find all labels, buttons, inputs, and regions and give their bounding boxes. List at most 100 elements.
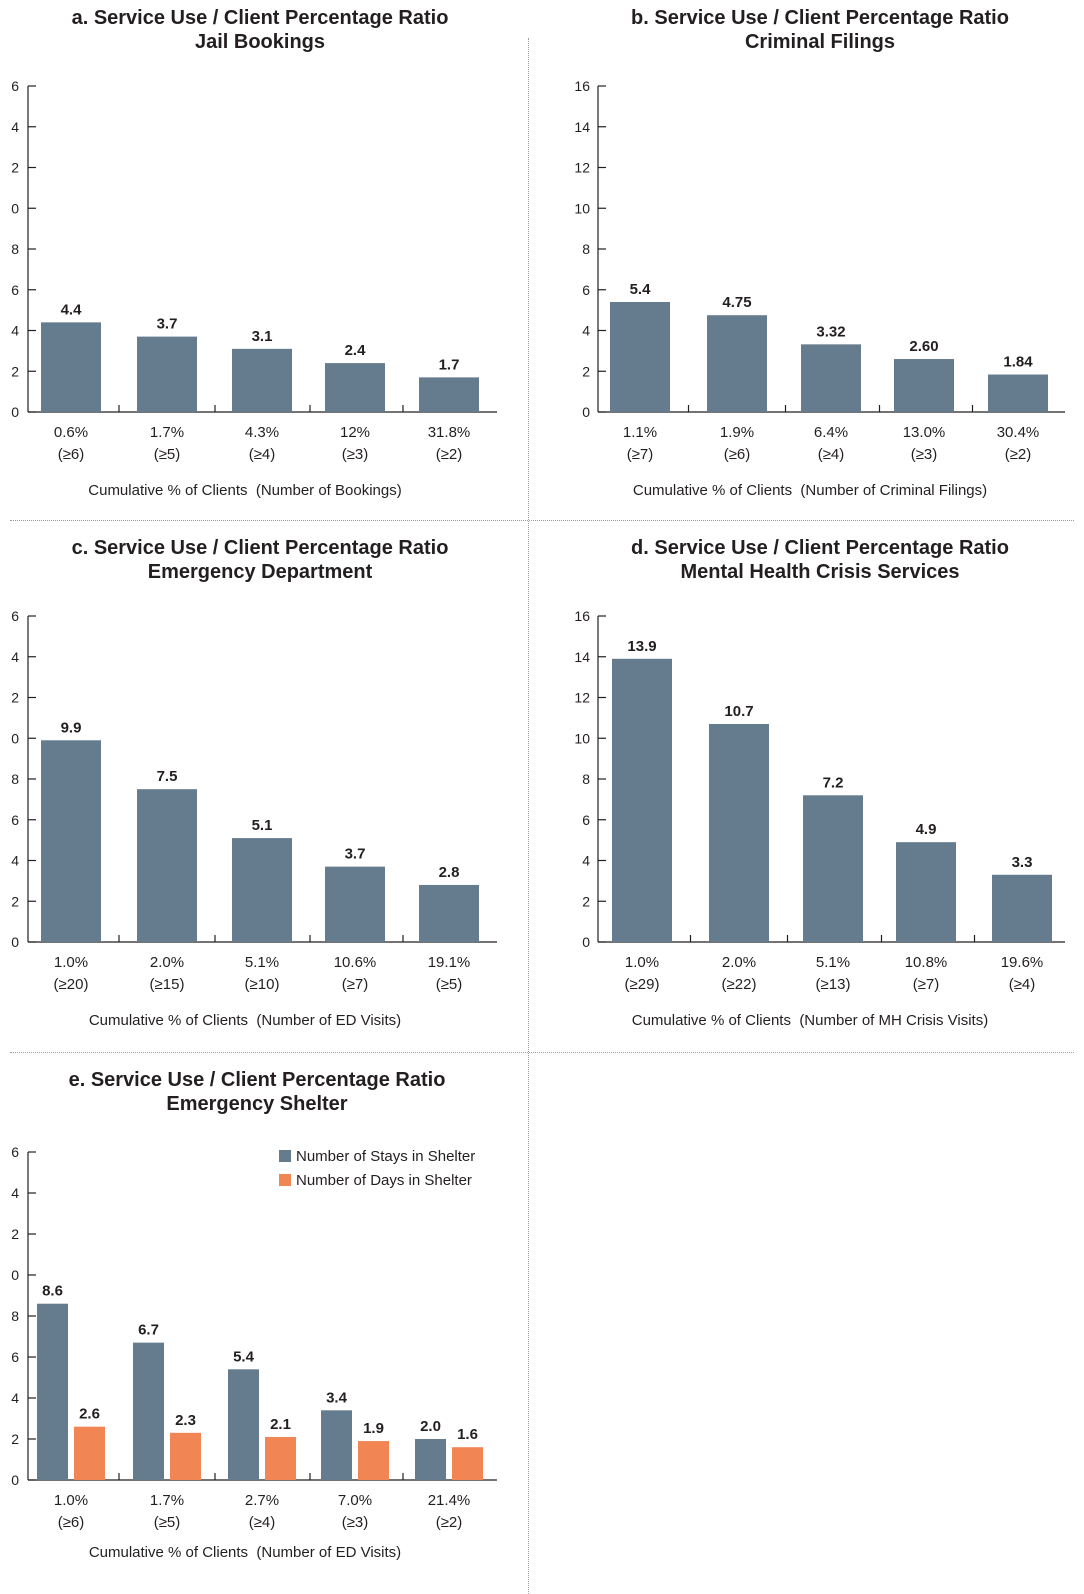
y-tick-label: 0	[11, 404, 19, 420]
x-tick-sublabel: (≥4)	[818, 446, 845, 463]
data-label: 5.4	[233, 1348, 255, 1365]
horizontal-divider-2	[10, 1052, 1074, 1053]
y-tick-label: 6	[582, 812, 590, 828]
y-tick-label: 2	[11, 1431, 19, 1447]
x-axis-title: Cumulative % of Clients (Number of ED Vi…	[88, 1544, 402, 1561]
x-tick-label: 1.1%	[623, 424, 657, 441]
grouped-bar-chart-e: 0 2 4 6 8 0 2 4 6 1.0% (≥6) 1.7% (≥5) 2.7% (≥4) 7.0% (≥3…	[11, 1144, 497, 1531]
x-tick-label: 2.0%	[722, 954, 756, 971]
x-tick-sublabel: (≥4)	[249, 1514, 276, 1531]
bar-1	[41, 322, 101, 412]
y-tick-label: 14	[574, 119, 590, 135]
bar-stays-4	[321, 1410, 352, 1480]
y-tick-label: 0	[11, 1267, 19, 1283]
chart-title-line-1: d. Service Use / Client Percentage Ratio	[631, 537, 1009, 559]
data-label: 3.4	[326, 1389, 348, 1406]
data-label: 2.60	[909, 338, 938, 355]
y-tick-label: 4	[11, 1185, 19, 1201]
bar-1	[612, 658, 672, 942]
data-label: 3.3	[1012, 854, 1033, 871]
x-tick-sublabel: (≥5)	[436, 976, 463, 993]
chart-title-line-1: c. Service Use / Client Percentage Ratio	[71, 537, 449, 559]
y-tick-label: 6	[11, 1144, 19, 1160]
x-tick-label: 30.4%	[997, 424, 1040, 441]
bar-days-4	[358, 1441, 389, 1480]
x-tick-sublabel: (≥10)	[245, 976, 280, 993]
chart-panel-c: c. Service Use / Client Percentage Ratio…	[0, 530, 520, 1055]
y-tick-label: 0	[11, 1472, 19, 1488]
x-axis-title: Cumulative % of Clients (Number of Crimi…	[632, 482, 988, 499]
bar-5	[992, 874, 1052, 942]
bar-chart-b: 0 2 4 6 8 10 12 14 16 1.1% (≥7) 1.9% (≥6) 6.4% (≥4) 13.…	[574, 78, 1065, 463]
legend-label-stays: Number of Stays in Shelter	[296, 1147, 476, 1165]
x-tick-sublabel: (≥15)	[150, 976, 185, 993]
data-label: 8.6	[42, 1283, 63, 1300]
chart-title-line-1: a. Service Use / Client Percentage Ratio	[71, 7, 449, 29]
bar-days-1	[74, 1426, 105, 1480]
bar-2	[707, 315, 767, 412]
x-axis-title: Cumulative % of Clients (Number of ED Vi…	[88, 1012, 402, 1029]
x-tick-sublabel: (≥3)	[911, 446, 938, 463]
data-label: 3.7	[345, 846, 366, 863]
x-tick-sublabel: (≥4)	[249, 446, 276, 463]
y-tick-label: 6	[11, 1349, 19, 1365]
x-tick-label: 5.1%	[245, 954, 279, 971]
x-tick-label: 13.0%	[903, 424, 946, 441]
bar-stays-1	[37, 1303, 68, 1480]
y-tick-label: 4	[582, 853, 590, 869]
chart-title-line-2: Emergency Shelter	[166, 1093, 348, 1115]
data-label: 6.7	[138, 1322, 159, 1339]
bar-stays-2	[133, 1342, 164, 1480]
legend: Number of Stays in Shelter Number of Day…	[279, 1144, 475, 1192]
bar-days-3	[265, 1436, 296, 1480]
data-label: 13.9	[627, 638, 656, 655]
x-tick-label: 1.7%	[150, 1492, 184, 1509]
legend-item-stays: Number of Stays in Shelter	[279, 1144, 475, 1168]
x-tick-sublabel: (≥6)	[58, 1514, 85, 1531]
y-tick-label: 2	[11, 363, 19, 379]
bar-2	[709, 723, 769, 942]
x-tick-label: 7.0%	[338, 1492, 372, 1509]
data-label: 2.1	[270, 1416, 291, 1433]
data-label: 3.1	[252, 328, 273, 345]
bar-days-2	[170, 1432, 201, 1480]
x-tick-label: 0.6%	[54, 424, 88, 441]
bar-chart-a: 0 2 4 6 8 0 2 4 6 0.6% (≥6) 1.7% (≥5) 4.3% (≥4) 12% (≥3)…	[11, 78, 497, 463]
chart-title-line-2: Jail Bookings	[194, 31, 326, 53]
data-label: 1.7	[439, 356, 460, 373]
vertical-divider	[528, 38, 529, 1594]
data-label: 7.5	[157, 768, 178, 785]
y-tick-label: 4	[11, 649, 19, 665]
bar-days-5	[452, 1447, 483, 1480]
x-tick-sublabel: (≥2)	[436, 1514, 463, 1531]
data-label: 5.1	[252, 817, 273, 834]
data-label: 9.9	[61, 719, 82, 736]
x-tick-label: 19.6%	[1001, 954, 1044, 971]
chart-panel-b: b. Service Use / Client Percentage Ratio…	[560, 0, 1080, 525]
x-tick-sublabel: (≥20)	[54, 976, 89, 993]
data-label: 1.9	[363, 1420, 384, 1437]
y-tick-label: 8	[582, 241, 590, 257]
bar-4	[325, 866, 385, 942]
x-tick-label: 1.7%	[150, 424, 184, 441]
chart-panel-d: d. Service Use / Client Percentage Ratio…	[560, 530, 1080, 1055]
x-tick-label: 6.4%	[814, 424, 848, 441]
data-label: 5.4	[630, 281, 652, 298]
data-label: 4.4	[61, 301, 83, 318]
chart-title: d. Service Use / Client Percentage Ratio…	[560, 536, 1080, 584]
x-tick-label: 31.8%	[428, 424, 471, 441]
x-tick-label: 5.1%	[816, 954, 850, 971]
horizontal-divider-1	[10, 520, 1074, 521]
data-label: 1.6	[457, 1426, 478, 1443]
y-tick-label: 10	[574, 730, 590, 746]
chart-title: b. Service Use / Client Percentage Ratio…	[560, 6, 1080, 54]
y-tick-label: 8	[11, 1308, 19, 1324]
y-tick-label: 2	[11, 690, 19, 706]
data-label: 7.2	[823, 774, 844, 791]
chart-panel-e: e. Service Use / Client Percentage Ratio…	[0, 1062, 520, 1587]
y-tick-label: 4	[11, 1390, 19, 1406]
x-tick-sublabel: (≥3)	[342, 1514, 369, 1531]
y-tick-label: 8	[11, 241, 19, 257]
bar-5	[988, 374, 1048, 412]
y-tick-label: 4	[11, 119, 19, 135]
